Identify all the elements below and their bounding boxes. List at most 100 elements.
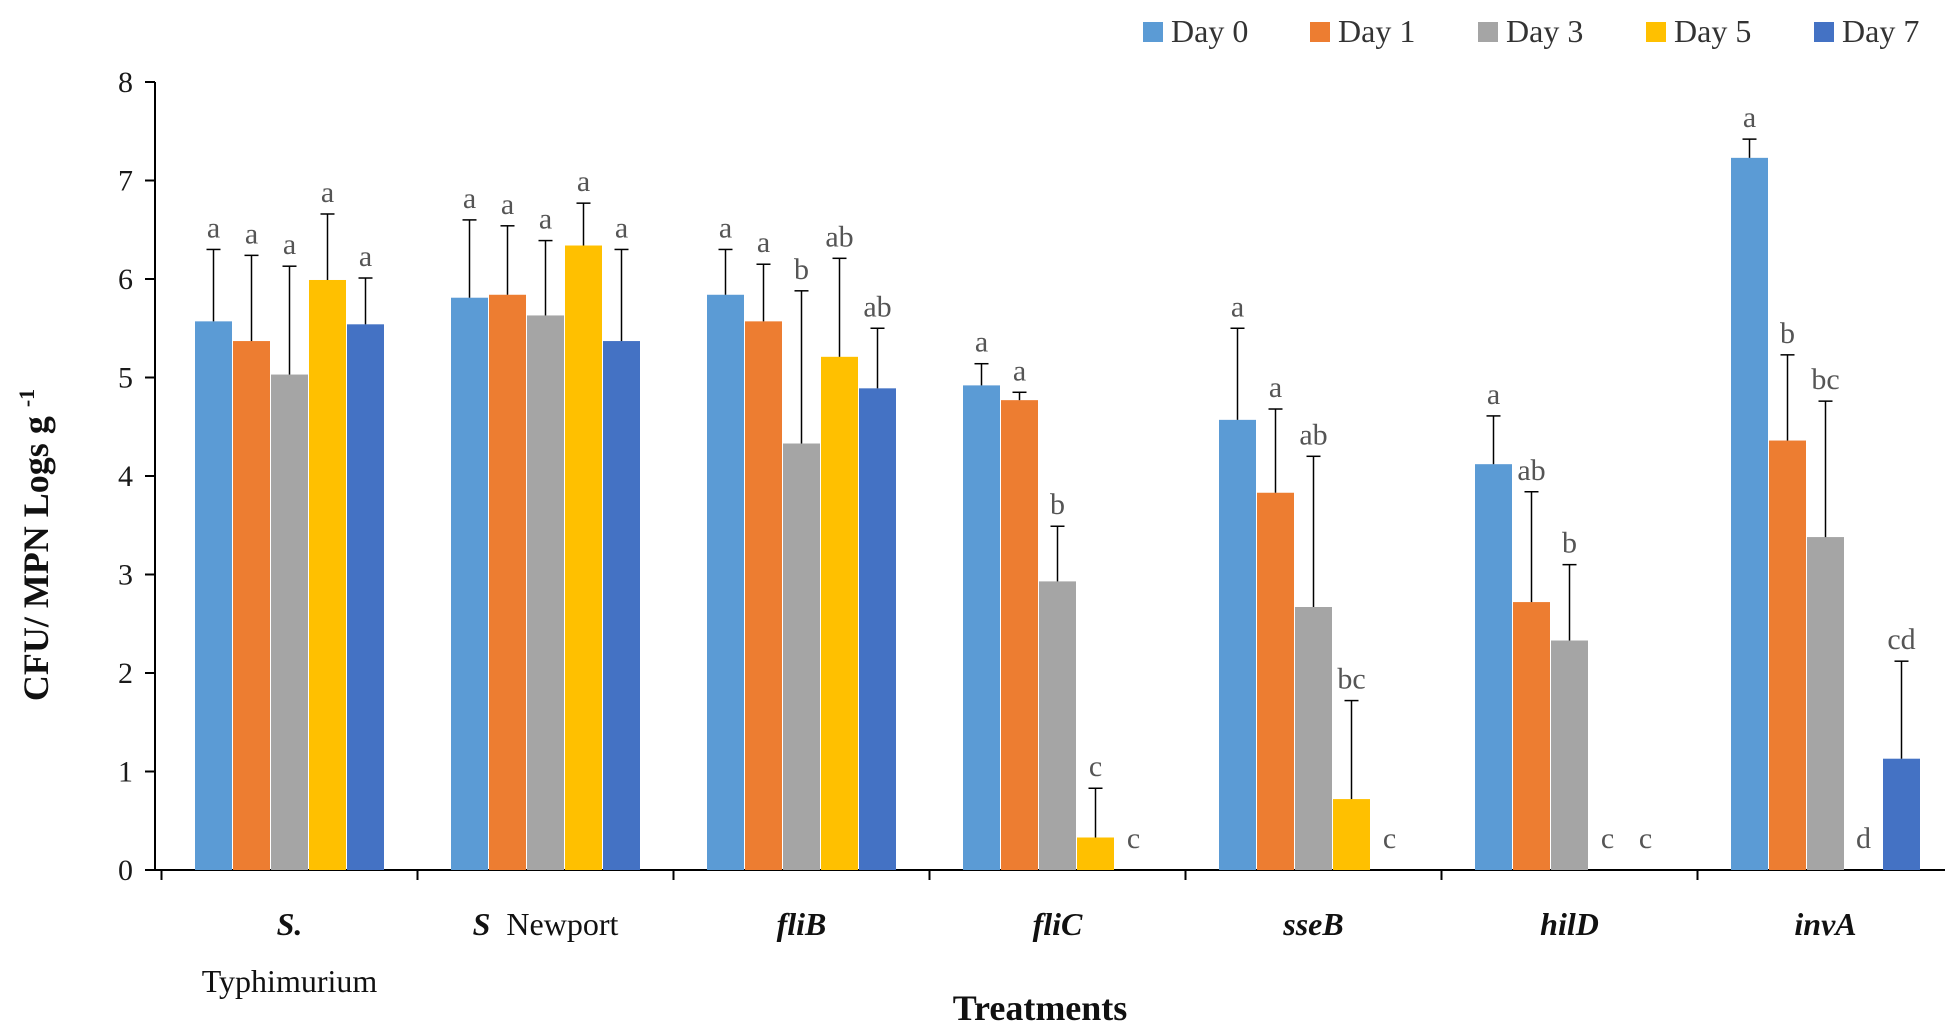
- significance-letter: c: [1089, 750, 1102, 783]
- y-axis-title-superscript: -1: [14, 389, 39, 407]
- legend-label: Day 5: [1674, 13, 1751, 49]
- error-bar: [832, 257, 847, 357]
- legend-swatch: [1478, 22, 1498, 42]
- error-bar: [1562, 563, 1577, 641]
- legend: Day 0 Day 1 Day 3 Day 5 Day 7: [1143, 13, 1919, 49]
- error-bar: [1012, 391, 1027, 401]
- significance-letter: a: [321, 176, 334, 209]
- error-bar: [756, 263, 771, 322]
- significance-letter: ab: [825, 220, 853, 253]
- error-bar: [1780, 354, 1795, 441]
- significance-letter: a: [1743, 101, 1756, 134]
- bar-day-5-5: [1333, 799, 1370, 870]
- error-bar: [206, 248, 221, 322]
- error-bar: [1486, 415, 1501, 465]
- significance-letter: a: [283, 228, 296, 261]
- y-tick-label: 2: [118, 657, 133, 690]
- legend-swatch: [1646, 22, 1666, 42]
- bar-day-3-6: [1551, 640, 1588, 870]
- error-bar: [576, 202, 591, 246]
- bar-day-1-1: [233, 341, 270, 870]
- category-label: hilD: [1540, 906, 1599, 942]
- y-tick-label: 4: [118, 460, 133, 493]
- category-label: S Newport: [473, 906, 619, 942]
- error-bar: [358, 277, 373, 325]
- significance-letter: a: [501, 188, 514, 221]
- error-bar: [282, 265, 297, 375]
- significance-letter: a: [359, 240, 372, 273]
- significance-letter: a: [539, 203, 552, 236]
- significance-letter: ab: [863, 290, 891, 323]
- error-bars-layer: [206, 138, 1909, 838]
- legend-label: Day 0: [1171, 13, 1248, 49]
- error-bar: [1894, 660, 1909, 759]
- category-label-italic: S.: [277, 906, 303, 942]
- error-bar: [974, 362, 989, 386]
- category-label: fliC: [1033, 906, 1083, 942]
- error-bar: [614, 248, 629, 342]
- category-labels-layer: S. Typhimurium S Newport fliB fliC sseB hilD in…: [202, 906, 1857, 999]
- bar-day-3-1: [271, 374, 308, 870]
- category-label: sseB: [1282, 906, 1343, 942]
- legend-label: Day 3: [1506, 13, 1583, 49]
- x-axis-title: Treatments: [953, 988, 1128, 1028]
- category-label-italic: S: [473, 906, 491, 942]
- bar-day-3-5: [1295, 607, 1332, 870]
- error-bar: [1268, 408, 1283, 493]
- bar-day-7-2: [603, 341, 640, 870]
- error-bar: [1742, 138, 1757, 158]
- bar-day-7-1: [347, 324, 384, 870]
- significance-letter: b: [794, 253, 809, 286]
- y-axis-title: CFU/ MPN Logs g -1: [14, 389, 56, 701]
- bar-day-5-2: [565, 245, 602, 870]
- category-label-italic: sseB: [1282, 906, 1343, 942]
- bar-day-5-1: [309, 279, 346, 870]
- bars-layer: [195, 157, 1920, 871]
- significance-letter: b: [1562, 527, 1577, 560]
- significance-letter: bc: [1811, 363, 1839, 396]
- legend-item-day-7: Day 7: [1814, 13, 1919, 49]
- error-bar: [1306, 455, 1321, 608]
- legend-item-day-3: Day 3: [1478, 13, 1583, 49]
- bar-day-1-5: [1257, 492, 1294, 870]
- significance-letter: a: [975, 326, 988, 359]
- significance-letter: a: [1487, 378, 1500, 411]
- error-bar: [462, 219, 477, 298]
- significance-letter: c: [1127, 822, 1140, 855]
- error-bar: [500, 225, 515, 295]
- bar-day-1-7: [1769, 440, 1806, 870]
- category-label-italic: invA: [1794, 906, 1856, 942]
- error-bar: [1050, 525, 1065, 582]
- error-bar: [870, 327, 885, 389]
- category-label-line2: Typhimurium: [202, 963, 378, 999]
- legend-swatch: [1814, 22, 1834, 42]
- y-tick-label: 5: [118, 362, 133, 395]
- bar-day-1-3: [745, 321, 782, 871]
- significance-letter: c: [1639, 822, 1652, 855]
- legend-item-day-1: Day 1: [1310, 13, 1415, 49]
- bar-day-1-6: [1513, 602, 1550, 870]
- category-label-plain: Newport: [490, 906, 618, 942]
- legend-swatch: [1310, 22, 1330, 42]
- significance-letter: a: [757, 226, 770, 259]
- bar-day-3-3: [783, 443, 820, 870]
- category-label-italic: fliB: [777, 906, 827, 942]
- significance-letter: d: [1856, 822, 1871, 855]
- legend-label: Day 7: [1842, 13, 1919, 49]
- error-bar: [1230, 327, 1245, 420]
- bar-day-5-4: [1077, 837, 1114, 870]
- y-tick-label: 8: [118, 66, 133, 99]
- bar-day-1-2: [489, 294, 526, 870]
- y-tick-label: 1: [118, 756, 133, 789]
- significance-letter: cd: [1887, 623, 1915, 656]
- y-tick-label: 7: [118, 165, 133, 198]
- bar-day-0-7: [1731, 157, 1768, 871]
- significance-letter: ab: [1517, 454, 1545, 487]
- bar-day-7-3: [859, 388, 896, 870]
- y-tick-label: 0: [118, 854, 133, 887]
- error-bar: [320, 213, 335, 280]
- error-bar: [1818, 400, 1833, 538]
- significance-letter: ab: [1299, 418, 1327, 451]
- bar-day-5-3: [821, 356, 858, 870]
